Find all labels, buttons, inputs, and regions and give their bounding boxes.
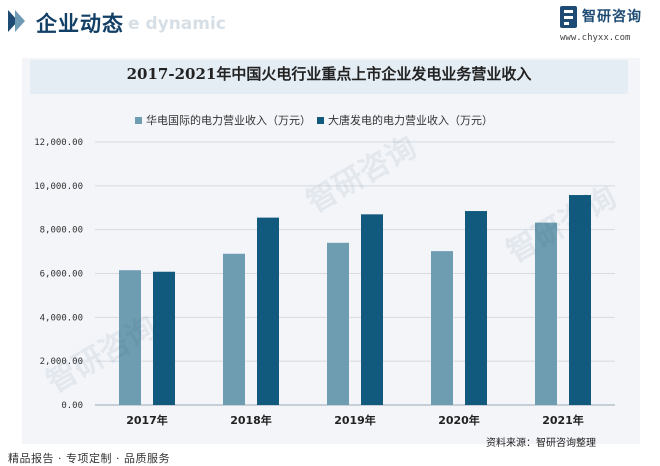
header: 企业动态 e dynamic 智研咨询 www.chyxx.com: [0, 0, 660, 52]
bar-huadian-2: [327, 242, 349, 405]
y-tick-label: 2,000.00: [40, 357, 83, 367]
bar-datang-0: [153, 271, 175, 405]
x-tick-label: 2020年: [438, 413, 480, 427]
brand-url[interactable]: www.chyxx.com: [560, 33, 631, 43]
x-tick-label: 2021年: [542, 413, 584, 427]
y-tick-label: 6,000.00: [40, 270, 83, 280]
y-tick-label: 12,000.00: [34, 138, 83, 148]
chart-legend: 华电国际的电力营业收入（万元） 大唐发电的电力营业收入（万元）: [135, 112, 499, 128]
legend-label-huadian: 华电国际的电力营业收入（万元）: [146, 114, 311, 127]
y-tick-label: 8,000.00: [40, 226, 83, 236]
footer: 精品报告 · 专项定制 · 品质服务: [0, 448, 660, 466]
bar-datang-3: [465, 211, 487, 405]
legend-swatch-huadian: [135, 116, 142, 124]
bar-datang-4: [569, 195, 591, 405]
y-tick-label: 0.00: [61, 401, 83, 411]
footer-slogan: 精品报告 · 专项定制 · 品质服务: [8, 452, 170, 465]
chart-title: 2017-2021年中国火电行业重点上市企业发电业务营业收入: [126, 65, 532, 83]
legend-label-datang: 大唐发电的电力营业收入（万元）: [328, 114, 493, 127]
x-tick-label: 2017年: [126, 413, 168, 427]
y-tick-label: 4,000.00: [40, 313, 83, 323]
legend-swatch-datang: [317, 116, 324, 124]
x-tick-label: 2018年: [230, 413, 272, 427]
x-tick-label: 2019年: [334, 413, 376, 427]
brand-name: 智研咨询: [582, 9, 642, 25]
section-title: 企业动态: [36, 12, 124, 36]
data-source: 资料来源：智研咨询整理: [486, 438, 596, 449]
brand-logo-icon: [560, 6, 577, 28]
section-subtitle: e dynamic: [128, 14, 226, 34]
bar-datang-2: [361, 214, 383, 405]
bar-huadian-0: [119, 270, 141, 405]
y-tick-label: 10,000.00: [34, 182, 83, 192]
legend-item-datang: 大唐发电的电力营业收入（万元）: [317, 112, 493, 128]
bar-huadian-1: [223, 253, 245, 405]
legend-item-huadian: 华电国际的电力营业收入（万元）: [135, 112, 311, 128]
bar-huadian-4: [535, 222, 557, 405]
bar-datang-1: [257, 217, 279, 405]
bar-huadian-3: [431, 251, 453, 405]
section-marker-icon: [8, 10, 25, 32]
chart-title-bar: [30, 60, 628, 94]
